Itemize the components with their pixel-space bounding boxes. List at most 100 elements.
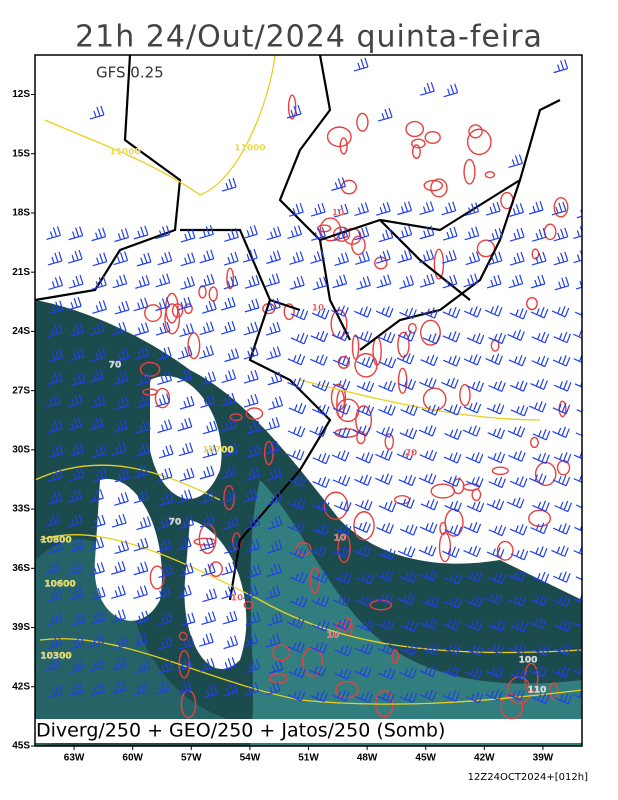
- wind-barb: [332, 379, 351, 391]
- x-tick-label: 48W: [357, 753, 378, 764]
- wind-barb: [68, 682, 84, 697]
- wind-barb: [176, 296, 192, 311]
- wind-barb: [133, 537, 149, 552]
- wind-barb: [199, 537, 215, 552]
- wind-barb: [485, 689, 503, 701]
- wind-barb: [89, 321, 105, 336]
- wind-barb: [200, 394, 215, 408]
- divergence-contour: [452, 478, 465, 495]
- divergence-contour: [333, 226, 351, 242]
- wind-barb: [112, 274, 128, 289]
- wind-barb: [178, 442, 194, 457]
- wind-barb: [90, 610, 106, 625]
- wind-barb: [111, 561, 126, 575]
- wind-barb: [553, 59, 569, 74]
- y-tick-label: 36S: [12, 563, 30, 574]
- wind-barb: [200, 658, 215, 672]
- wind-barb: [509, 524, 528, 536]
- divergence-contour: [553, 196, 569, 218]
- wind-barb: [553, 452, 572, 464]
- wind-barb: [509, 227, 525, 242]
- wind-barb: [246, 444, 261, 458]
- wind-barb: [311, 308, 330, 320]
- wind-barb: [221, 417, 237, 432]
- wind-barb: [442, 546, 460, 558]
- wind-barb: [397, 201, 413, 216]
- wind-barb: [268, 611, 283, 626]
- wind-barb: [113, 251, 129, 266]
- wind-barb: [289, 596, 308, 608]
- wind-barb: [462, 425, 481, 437]
- wind-barb: [419, 201, 435, 216]
- wind-barb: [532, 500, 550, 512]
- wind-barb: [90, 562, 105, 576]
- wind-barb: [90, 586, 106, 601]
- wind-barb: [202, 420, 218, 435]
- wind-barb: [485, 201, 501, 216]
- wind-barb: [573, 226, 582, 239]
- wind-barb: [69, 659, 85, 674]
- wind-barb: [135, 395, 151, 410]
- wind-barb: [67, 513, 83, 528]
- model-label: GFS 0.25: [96, 64, 164, 82]
- wind-barb: [265, 681, 281, 696]
- wind-barb: [223, 443, 238, 457]
- wind-barb: [310, 330, 329, 343]
- wind-barb: [510, 548, 529, 561]
- wind-barb: [48, 444, 64, 459]
- wind-barb: [243, 225, 258, 239]
- wind-barb: [223, 515, 239, 530]
- wind-barb: [398, 378, 417, 391]
- wind-barb: [311, 380, 330, 392]
- divergence-contour: [187, 332, 201, 360]
- wind-barb: [133, 585, 149, 600]
- map-area: 11000 11000 10 10 10 10 10 20 10700 10800 10600 103…: [35, 55, 582, 746]
- wind-barb: [48, 540, 63, 554]
- divergence-contour: [420, 319, 441, 346]
- wind-barb: [444, 573, 463, 585]
- wind-barb: [419, 225, 435, 240]
- wind-barb: [67, 561, 83, 576]
- wind-barb: [68, 274, 84, 289]
- divergence-contour: [397, 331, 410, 358]
- wind-barb: [311, 620, 330, 632]
- y-tick-label: 27S: [12, 385, 30, 396]
- divergence-contour: [484, 171, 496, 179]
- wind-barb: [421, 596, 440, 608]
- wind-barb: [309, 642, 328, 654]
- divergence-contour: [410, 138, 426, 149]
- wind-barb: [267, 563, 282, 577]
- wind-barb: [157, 251, 173, 266]
- wind-barb: [224, 348, 240, 363]
- wind-barb: [198, 632, 214, 647]
- wind-barb: [309, 545, 327, 557]
- divergence-contour: [433, 248, 445, 280]
- wind-barb: [243, 321, 259, 336]
- wind-barb: [443, 452, 462, 464]
- wind-barb: [287, 641, 305, 653]
- divergence-contour: [423, 179, 444, 192]
- wind-barb: [111, 513, 127, 528]
- divergence-contour: [405, 120, 425, 138]
- wind-barb: [420, 354, 439, 367]
- wind-barb: [400, 404, 418, 417]
- wind-barb: [529, 617, 547, 629]
- wind-barb: [376, 522, 394, 535]
- wind-barb: [464, 226, 480, 241]
- wind-barb: [488, 380, 506, 392]
- wind-barb: [89, 633, 105, 648]
- wind-barb: [443, 475, 461, 487]
- wind-barb: [510, 620, 529, 633]
- wind-barb: [334, 645, 353, 657]
- wind-barb: [45, 393, 61, 408]
- wind-barb: [48, 300, 64, 315]
- divergence-contour: [459, 383, 471, 407]
- wind-barb: [463, 521, 482, 534]
- wind-barb: [506, 689, 525, 701]
- y-tick-label: 12S: [12, 89, 30, 100]
- wind-barb: [89, 657, 105, 672]
- divergence-contour: [154, 387, 171, 409]
- divergence-contour: [439, 521, 447, 536]
- wind-barb: [553, 620, 572, 632]
